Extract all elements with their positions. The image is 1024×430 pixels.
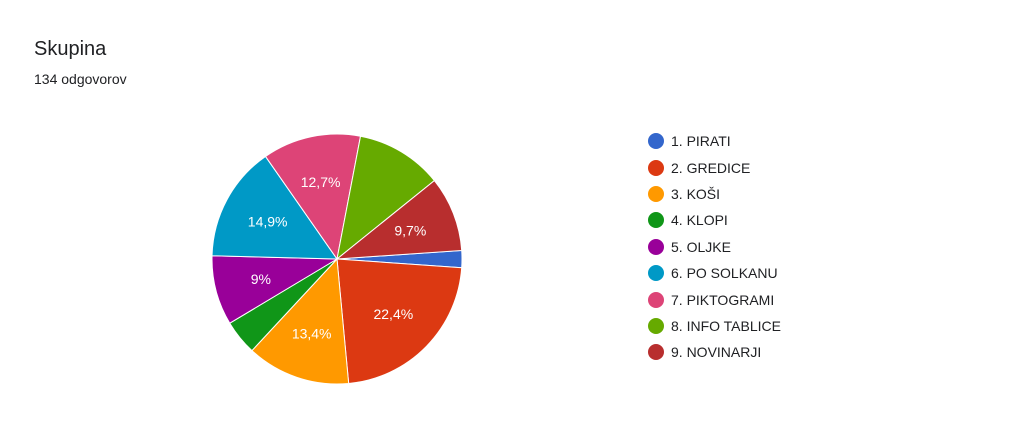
slice-label-6: 14,9%: [248, 214, 288, 230]
slice-label-3: 13,4%: [292, 326, 332, 342]
chart-legend: 1. PIRATI 2. GREDICE 3. KOŠI 4. KLOPI 5. OLJ…: [648, 128, 781, 366]
legend-swatch-icon: [648, 185, 664, 202]
legend-item-8[interactable]: 8. INFO TABLICE: [648, 313, 781, 339]
legend-item-5[interactable]: 5. OLJKE: [648, 234, 781, 260]
slice-label-2: 22,4%: [373, 306, 413, 322]
pie-chart: 22,4% 13,4% 9% 14,9% 12,7% 9,7%: [211, 133, 463, 385]
pie-slice-6[interactable]: [211, 155, 338, 260]
legend-item-4[interactable]: 4. KLOPI: [648, 207, 781, 233]
pie-slice-9[interactable]: [335, 179, 463, 260]
legend-item-7[interactable]: 7. PIKTOGRAMI: [648, 286, 781, 312]
legend-label: 1. PIRATI: [671, 133, 731, 150]
legend-swatch-icon: [648, 238, 664, 255]
legend-label: 5. OLJKE: [671, 238, 731, 255]
slice-label-7: 12,7%: [301, 174, 341, 190]
legend-swatch-icon: [648, 212, 664, 229]
chart-title: Skupina: [34, 38, 107, 60]
pie-slice-7[interactable]: [264, 133, 362, 261]
slice-label-5: 9%: [251, 271, 271, 287]
legend-item-2[interactable]: 2. GREDICE: [648, 154, 781, 180]
legend-swatch-icon: [648, 159, 664, 176]
legend-item-6[interactable]: 6. PO SOLKANU: [648, 260, 781, 286]
legend-item-1[interactable]: 1. PIRATI: [648, 128, 781, 154]
legend-swatch-icon: [648, 344, 664, 361]
legend-swatch-icon: [648, 291, 664, 308]
legend-swatch-icon: [648, 133, 664, 150]
pie-slice-8[interactable]: [336, 135, 436, 261]
slice-label-9: 9,7%: [394, 222, 426, 238]
legend-label: 4. KLOPI: [671, 212, 728, 229]
legend-swatch-icon: [648, 317, 664, 334]
legend-label: 3. KOŠI: [671, 185, 721, 202]
legend-label: 6. PO SOLKANU: [671, 265, 778, 282]
legend-item-3[interactable]: 3. KOŠI: [648, 181, 781, 207]
legend-label: 7. PIKTOGRAMI: [671, 291, 775, 308]
legend-item-9[interactable]: 9. NOVINARJI: [648, 339, 781, 365]
legend-label: 8. INFO TABLICE: [671, 317, 781, 334]
response-count: 134 odgovorov: [34, 71, 127, 87]
pie-slice-2[interactable]: [336, 258, 463, 384]
pie-slice-3[interactable]: [251, 257, 350, 385]
legend-label: 9. NOVINARJI: [671, 344, 762, 361]
legend-label: 2. GREDICE: [671, 159, 751, 176]
legend-swatch-icon: [648, 265, 664, 282]
